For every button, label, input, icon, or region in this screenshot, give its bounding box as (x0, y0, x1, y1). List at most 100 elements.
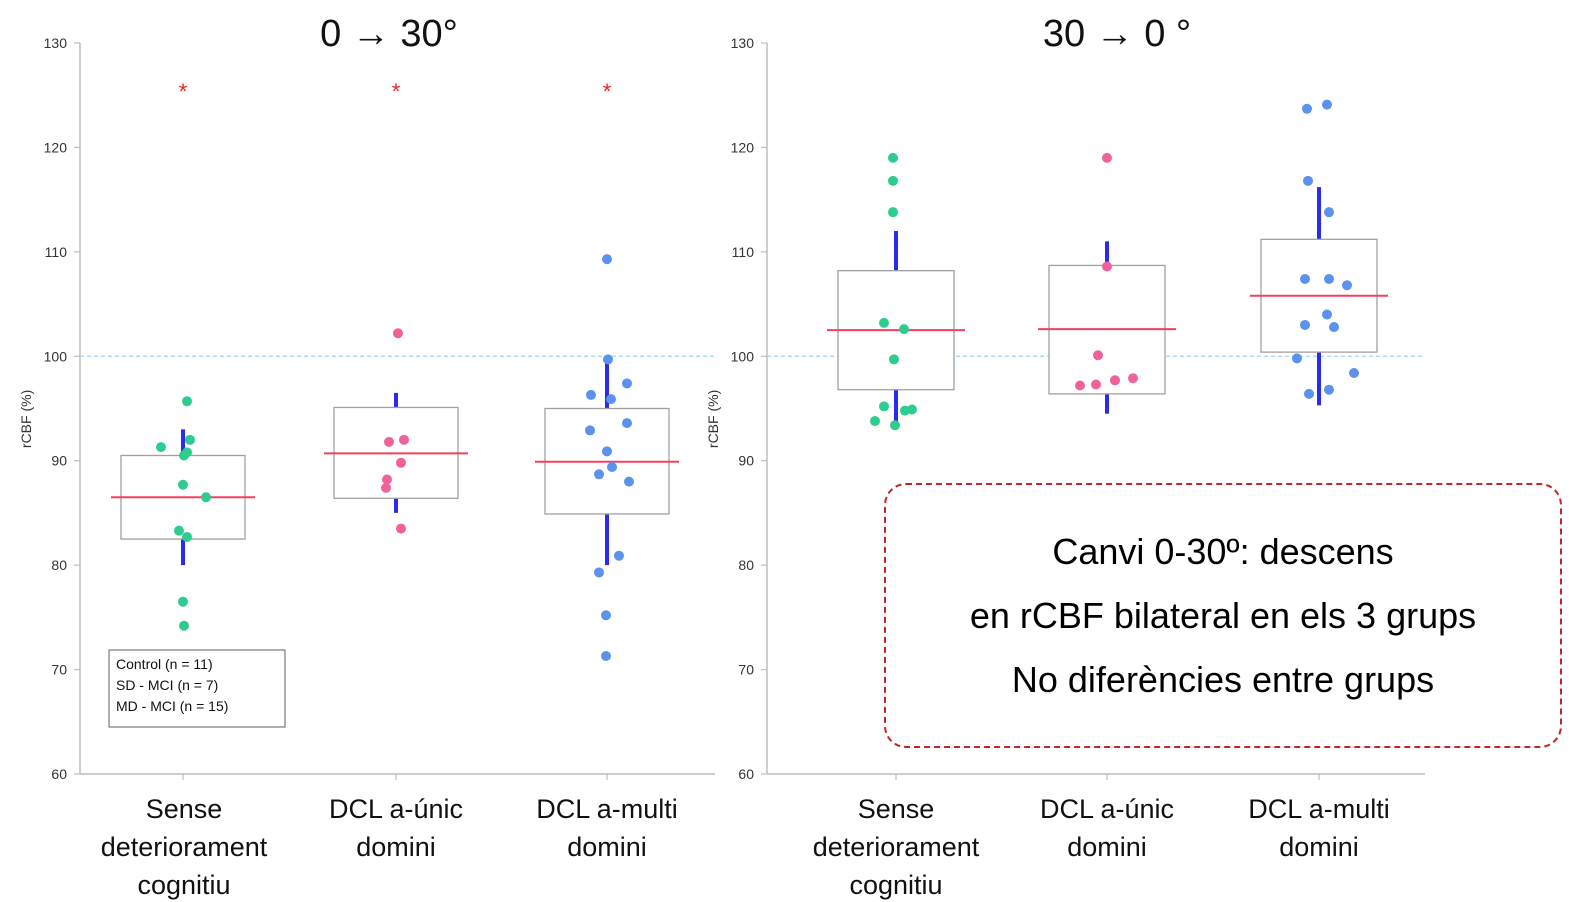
data-point (1324, 207, 1334, 218)
data-point (888, 207, 898, 218)
data-point (614, 550, 624, 561)
data-point (178, 479, 188, 490)
data-point (1322, 309, 1332, 320)
data-point (586, 389, 596, 400)
data-point (399, 434, 409, 445)
data-point (601, 650, 611, 661)
data-point (899, 324, 909, 335)
data-point (1300, 274, 1310, 285)
y-tick-label: 120 (731, 139, 755, 155)
data-point (381, 482, 391, 493)
y-tick-label: 100 (731, 348, 755, 364)
x-category-label: cognitiu (849, 870, 942, 900)
data-point (622, 418, 632, 429)
y-tick-label: 70 (51, 662, 67, 678)
data-point (179, 620, 189, 631)
legend-box (108, 649, 286, 728)
data-point (185, 434, 195, 445)
data-point (201, 492, 211, 503)
x-category-label: Sense (858, 794, 935, 824)
data-point (156, 442, 166, 453)
data-point (1322, 99, 1332, 110)
data-point (879, 317, 889, 328)
data-point (1128, 373, 1138, 384)
conclusion-note: Canvi 0-30º: descens en rCBF bilateral e… (884, 483, 1562, 748)
chart-panel-1: 0 → 30° 60 70 80 90 100 110 120 130 rCBF (%) Sense… (18, 13, 715, 900)
data-point (889, 354, 899, 365)
data-point (1300, 319, 1310, 330)
y-tick-label: 130 (44, 35, 68, 51)
data-point (1302, 103, 1312, 114)
data-point (1102, 152, 1112, 163)
data-point (585, 425, 595, 436)
x-category-label: domini (1067, 832, 1147, 862)
x-category-label: domini (1279, 832, 1359, 862)
y-axis-label: rCBF (%) (18, 390, 34, 448)
y-tick-label: 90 (738, 453, 754, 469)
y-tick-label: 80 (738, 557, 754, 573)
y-tick-label: 100 (44, 348, 68, 364)
significance-marker: * (392, 79, 401, 104)
x-category-label: DCL a-únic (1040, 794, 1174, 824)
legend-entry: SD - MCI (n = 7) (116, 677, 218, 693)
x-category-label: domini (567, 832, 647, 862)
y-axis-label: rCBF (%) (705, 390, 721, 448)
x-category-label: domini (356, 832, 436, 862)
legend-entry: MD - MCI (n = 15) (116, 698, 228, 714)
data-point (182, 396, 192, 407)
data-point (182, 531, 192, 542)
data-point (606, 394, 616, 405)
data-point (393, 328, 403, 339)
data-point (601, 610, 611, 621)
data-point (624, 476, 634, 487)
data-point (1303, 175, 1313, 186)
data-point (1324, 274, 1334, 285)
y-tick-label: 90 (51, 453, 67, 469)
data-point (594, 567, 604, 578)
data-point (603, 354, 613, 365)
chart-title: 0 → 30° (320, 13, 458, 55)
note-line-3: No diferències entre grups (1011, 658, 1435, 700)
x-category-label: DCL a-multi (1248, 794, 1390, 824)
data-point (1110, 375, 1120, 386)
x-category-label: DCL a-multi (536, 794, 678, 824)
data-point (178, 596, 188, 607)
data-point (1324, 384, 1334, 395)
note-line-1: Canvi 0-30º: descens (1052, 530, 1394, 572)
x-category-label: deteriorament (101, 832, 268, 862)
y-tick-label: 70 (738, 662, 754, 678)
data-point (174, 525, 184, 536)
data-point (1093, 350, 1103, 361)
note-line-2: en rCBF bilateral en els 3 grups (969, 594, 1477, 636)
data-point (384, 436, 394, 447)
data-point (396, 523, 406, 534)
data-point (382, 474, 392, 485)
y-tick-label: 130 (731, 35, 755, 51)
data-point (594, 469, 604, 480)
legend-entry: Control (n = 11) (116, 656, 213, 672)
significance-marker: * (179, 79, 188, 104)
data-point (888, 152, 898, 163)
y-tick-label: 60 (738, 766, 754, 782)
data-point (1304, 388, 1314, 399)
y-tick-label: 120 (44, 139, 68, 155)
data-point (1091, 379, 1101, 390)
data-point (607, 461, 617, 472)
data-point (1342, 280, 1352, 291)
y-tick-label: 110 (45, 244, 68, 260)
data-point (900, 405, 910, 416)
x-category-label: Sense (146, 794, 223, 824)
data-point (1349, 367, 1359, 378)
y-tick-label: 80 (51, 557, 67, 573)
legend: Control (n = 11) SD - MCI (n = 7) MD - MCI… (108, 649, 286, 728)
data-point (1075, 380, 1085, 391)
data-point (622, 378, 632, 389)
data-point (890, 420, 900, 431)
data-point (602, 254, 612, 265)
y-tick-label: 60 (51, 766, 67, 782)
data-point (870, 416, 880, 427)
data-point (179, 450, 189, 461)
chart-panel-2: 30 → 0 ° 60 70 80 90 100 110 120 130 rCBF (%) Sens… (705, 13, 1425, 900)
data-point (1102, 261, 1112, 272)
